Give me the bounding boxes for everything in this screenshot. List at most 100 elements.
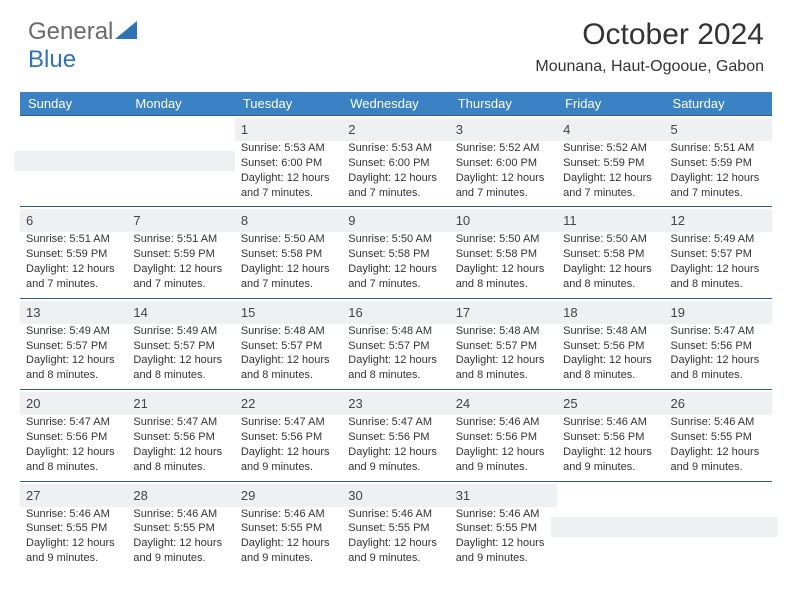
day-number: 10 bbox=[456, 211, 551, 230]
calendar-week-row: 13 Sunrise: 5:49 AMSunset: 5:57 PMDayligh… bbox=[20, 298, 772, 389]
day-number: 27 bbox=[26, 486, 121, 505]
day-cell: 5 Sunrise: 5:51 AMSunset: 5:59 PMDaylight… bbox=[665, 116, 772, 207]
day-info: Sunrise: 5:46 AMSunset: 5:55 PMDaylight:… bbox=[671, 415, 766, 474]
day-number: 26 bbox=[671, 394, 766, 413]
dow-monday: Monday bbox=[127, 92, 234, 116]
title-block: October 2024 Mounana, Haut-Ogooue, Gabon bbox=[535, 18, 764, 76]
calendar-week-row: 27 Sunrise: 5:46 AMSunset: 5:55 PMDayligh… bbox=[20, 481, 772, 572]
day-cell: 6Sunrise: 5:51 AMSunset: 5:59 PMDaylight… bbox=[20, 207, 127, 298]
day-info: Sunrise: 5:50 AMSunset: 5:58 PMDaylight:… bbox=[241, 232, 336, 291]
day-number: 14 bbox=[133, 303, 228, 322]
dow-thursday: Thursday bbox=[450, 92, 557, 116]
day-info: Sunrise: 5:53 AMSunset: 6:00 PMDaylight:… bbox=[348, 141, 443, 200]
day-number: 29 bbox=[241, 486, 336, 505]
day-number: 13 bbox=[26, 303, 121, 322]
empty-cell bbox=[127, 116, 234, 207]
day-info: Sunrise: 5:51 AMSunset: 5:59 PMDaylight:… bbox=[26, 232, 121, 291]
day-info: Sunrise: 5:49 AMSunset: 5:57 PMDaylight:… bbox=[26, 324, 121, 383]
header: General October 2024 Mounana, Haut-Ogoou… bbox=[0, 0, 792, 84]
day-info: Sunrise: 5:46 AMSunset: 5:55 PMDaylight:… bbox=[241, 507, 336, 566]
day-number: 20 bbox=[26, 394, 121, 413]
day-number: 9 bbox=[348, 211, 443, 230]
day-cell: 28 Sunrise: 5:46 AMSunset: 5:55 PMDayligh… bbox=[127, 481, 234, 572]
calendar-week-row: 1 Sunrise: 5:53 AMSunset: 6:00 PMDaylight… bbox=[20, 116, 772, 207]
day-cell: 11 Sunrise: 5:50 AMSunset: 5:58 PMDayligh… bbox=[557, 207, 664, 298]
day-info: Sunrise: 5:46 AMSunset: 5:56 PMDaylight:… bbox=[563, 415, 658, 474]
day-info: Sunrise: 5:46 AMSunset: 5:55 PMDaylight:… bbox=[133, 507, 228, 566]
day-cell: 9 Sunrise: 5:50 AMSunset: 5:58 PMDaylight… bbox=[342, 207, 449, 298]
day-cell: 26 Sunrise: 5:46 AMSunset: 5:55 PMDayligh… bbox=[665, 390, 772, 481]
day-info: Sunrise: 5:47 AMSunset: 5:56 PMDaylight:… bbox=[26, 415, 121, 474]
day-info: Sunrise: 5:49 AMSunset: 5:57 PMDaylight:… bbox=[671, 232, 766, 291]
day-info: Sunrise: 5:47 AMSunset: 5:56 PMDaylight:… bbox=[671, 324, 766, 383]
day-cell: 8Sunrise: 5:50 AMSunset: 5:58 PMDaylight… bbox=[235, 207, 342, 298]
day-number: 22 bbox=[241, 394, 336, 413]
logo: General bbox=[28, 18, 139, 46]
day-cell: 25Sunrise: 5:46 AMSunset: 5:56 PMDayligh… bbox=[557, 390, 664, 481]
day-info: Sunrise: 5:46 AMSunset: 5:56 PMDaylight:… bbox=[456, 415, 551, 474]
day-number: 3 bbox=[456, 120, 551, 139]
day-number: 5 bbox=[671, 120, 766, 139]
day-cell: 12 Sunrise: 5:49 AMSunset: 5:57 PMDayligh… bbox=[665, 207, 772, 298]
day-cell: 16 Sunrise: 5:48 AMSunset: 5:57 PMDayligh… bbox=[342, 298, 449, 389]
day-cell: 18Sunrise: 5:48 AMSunset: 5:56 PMDayligh… bbox=[557, 298, 664, 389]
day-cell: 7 Sunrise: 5:51 AMSunset: 5:59 PMDaylight… bbox=[127, 207, 234, 298]
day-number: 16 bbox=[348, 303, 443, 322]
day-number: 1 bbox=[241, 120, 336, 139]
day-cell: 4 Sunrise: 5:52 AMSunset: 5:59 PMDaylight… bbox=[557, 116, 664, 207]
dow-saturday: Saturday bbox=[665, 92, 772, 116]
day-info: Sunrise: 5:49 AMSunset: 5:57 PMDaylight:… bbox=[133, 324, 228, 383]
calendar-body: 1 Sunrise: 5:53 AMSunset: 6:00 PMDaylight… bbox=[20, 116, 772, 572]
day-cell: 19Sunrise: 5:47 AMSunset: 5:56 PMDayligh… bbox=[665, 298, 772, 389]
day-number: 2 bbox=[348, 120, 443, 139]
day-number: 30 bbox=[348, 486, 443, 505]
month-title: October 2024 bbox=[535, 18, 764, 52]
day-number: 18 bbox=[563, 303, 658, 322]
day-info: Sunrise: 5:46 AMSunset: 5:55 PMDaylight:… bbox=[456, 507, 551, 566]
day-cell: 14 Sunrise: 5:49 AMSunset: 5:57 PMDayligh… bbox=[127, 298, 234, 389]
dow-friday: Friday bbox=[557, 92, 664, 116]
day-info: Sunrise: 5:47 AMSunset: 5:56 PMDaylight:… bbox=[348, 415, 443, 474]
day-cell: 3 Sunrise: 5:52 AMSunset: 6:00 PMDaylight… bbox=[450, 116, 557, 207]
day-of-week-row: Sunday Monday Tuesday Wednesday Thursday… bbox=[20, 92, 772, 116]
day-number: 4 bbox=[563, 120, 658, 139]
day-number: 21 bbox=[133, 394, 228, 413]
day-cell: 24 Sunrise: 5:46 AMSunset: 5:56 PMDayligh… bbox=[450, 390, 557, 481]
day-info: Sunrise: 5:48 AMSunset: 5:57 PMDaylight:… bbox=[348, 324, 443, 383]
day-info: Sunrise: 5:53 AMSunset: 6:00 PMDaylight:… bbox=[241, 141, 336, 200]
day-info: Sunrise: 5:47 AMSunset: 5:56 PMDaylight:… bbox=[133, 415, 228, 474]
day-cell: 27 Sunrise: 5:46 AMSunset: 5:55 PMDayligh… bbox=[20, 481, 127, 572]
day-number: 24 bbox=[456, 394, 551, 413]
logo-text-blue: Blue bbox=[28, 46, 76, 74]
day-number: 23 bbox=[348, 394, 443, 413]
day-info: Sunrise: 5:52 AMSunset: 6:00 PMDaylight:… bbox=[456, 141, 551, 200]
day-info: Sunrise: 5:50 AMSunset: 5:58 PMDaylight:… bbox=[456, 232, 551, 291]
day-cell: 20 Sunrise: 5:47 AMSunset: 5:56 PMDayligh… bbox=[20, 390, 127, 481]
day-info: Sunrise: 5:50 AMSunset: 5:58 PMDaylight:… bbox=[563, 232, 658, 291]
dow-sunday: Sunday bbox=[20, 92, 127, 116]
day-number: 28 bbox=[133, 486, 228, 505]
day-info: Sunrise: 5:51 AMSunset: 5:59 PMDaylight:… bbox=[671, 141, 766, 200]
day-cell: 22Sunrise: 5:47 AMSunset: 5:56 PMDayligh… bbox=[235, 390, 342, 481]
day-number: 7 bbox=[133, 211, 228, 230]
day-info: Sunrise: 5:46 AMSunset: 5:55 PMDaylight:… bbox=[26, 507, 121, 566]
day-info: Sunrise: 5:51 AMSunset: 5:59 PMDaylight:… bbox=[133, 232, 228, 291]
day-cell: 2 Sunrise: 5:53 AMSunset: 6:00 PMDaylight… bbox=[342, 116, 449, 207]
day-info: Sunrise: 5:50 AMSunset: 5:58 PMDaylight:… bbox=[348, 232, 443, 291]
day-number: 17 bbox=[456, 303, 551, 322]
day-info: Sunrise: 5:48 AMSunset: 5:57 PMDaylight:… bbox=[456, 324, 551, 383]
day-info: Sunrise: 5:46 AMSunset: 5:55 PMDaylight:… bbox=[348, 507, 443, 566]
day-number: 12 bbox=[671, 211, 766, 230]
day-cell: 30 Sunrise: 5:46 AMSunset: 5:55 PMDayligh… bbox=[342, 481, 449, 572]
day-info: Sunrise: 5:52 AMSunset: 5:59 PMDaylight:… bbox=[563, 141, 658, 200]
dow-wednesday: Wednesday bbox=[342, 92, 449, 116]
calendar-table: Sunday Monday Tuesday Wednesday Thursday… bbox=[20, 92, 772, 572]
day-cell: 29 Sunrise: 5:46 AMSunset: 5:55 PMDayligh… bbox=[235, 481, 342, 572]
empty-cell bbox=[665, 481, 772, 572]
day-cell: 21 Sunrise: 5:47 AMSunset: 5:56 PMDayligh… bbox=[127, 390, 234, 481]
day-number: 11 bbox=[563, 211, 658, 230]
day-number: 31 bbox=[456, 486, 551, 505]
empty-cell bbox=[20, 116, 127, 207]
logo-text-general: General bbox=[28, 18, 113, 46]
day-info: Sunrise: 5:48 AMSunset: 5:57 PMDaylight:… bbox=[241, 324, 336, 383]
